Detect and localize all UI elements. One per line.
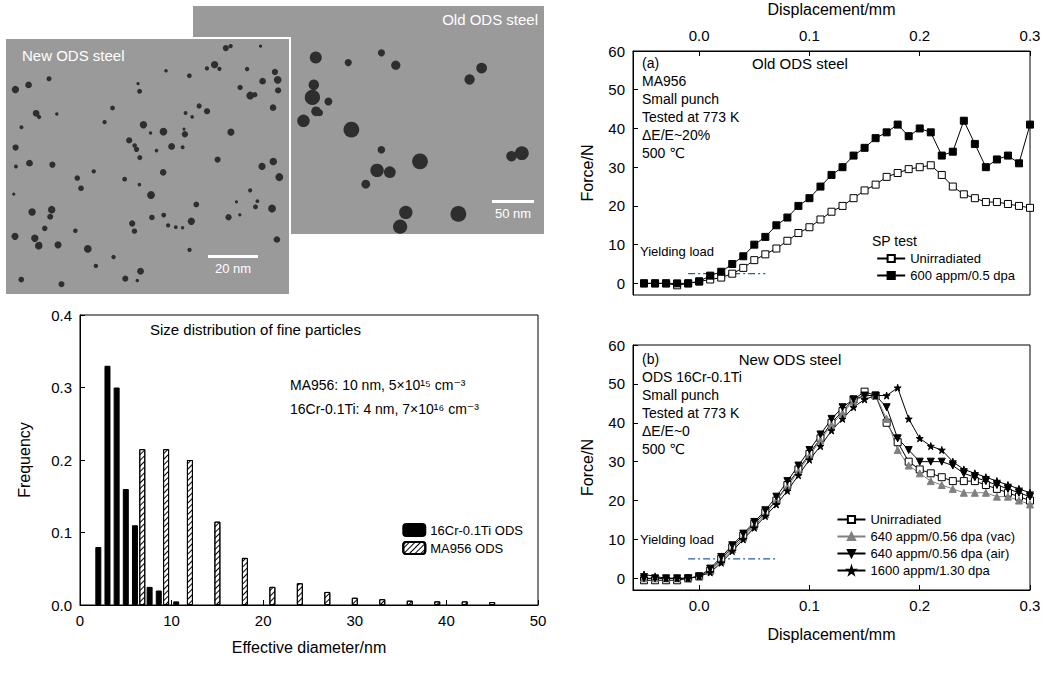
svg-text:Unirradiated: Unirradiated [870,512,941,527]
svg-text:0.4: 0.4 [51,307,72,324]
svg-text:0.2: 0.2 [909,597,930,614]
svg-text:ΔE/E~0: ΔE/E~0 [642,423,690,439]
svg-text:0.3: 0.3 [51,379,72,396]
svg-text:Tested at 773 K: Tested at 773 K [642,109,740,125]
svg-text:Effective diameter/nm: Effective diameter/nm [232,639,386,656]
svg-text:Old ODS steel: Old ODS steel [752,55,848,72]
svg-text:Tested at 773 K: Tested at 773 K [642,405,740,421]
svg-text:Frequency: Frequency [16,422,33,498]
svg-text:0.0: 0.0 [689,27,710,44]
svg-text:500 ℃: 500 ℃ [642,145,685,161]
svg-text:0.0: 0.0 [689,597,710,614]
svg-text:SP test: SP test [872,233,917,249]
svg-text:Yielding load: Yielding load [640,244,714,259]
svg-text:20 nm: 20 nm [215,261,251,276]
svg-text:500 ℃: 500 ℃ [642,441,685,457]
svg-text:MA956: 10 nm, 5×10¹⁵ cm⁻³: MA956: 10 nm, 5×10¹⁵ cm⁻³ [290,377,466,393]
svg-text:Yielding load: Yielding load [640,532,714,547]
svg-text:MA956: MA956 [642,73,687,89]
svg-text:40: 40 [608,414,625,431]
svg-text:50 nm: 50 nm [495,206,531,221]
svg-text:Force/N: Force/N [579,145,596,202]
svg-text:New ODS steel: New ODS steel [739,351,842,368]
svg-text:ODS 16Cr-0.1Ti: ODS 16Cr-0.1Ti [642,369,742,385]
svg-text:0.3: 0.3 [1020,27,1041,44]
svg-text:20: 20 [608,492,625,509]
svg-text:Small punch: Small punch [642,387,719,403]
svg-text:0.1: 0.1 [799,27,820,44]
svg-text:(b): (b) [642,351,659,367]
svg-text:(a): (a) [642,55,659,71]
svg-text:0.2: 0.2 [51,452,72,469]
svg-text:1600 appm/1.30 dpa: 1600 appm/1.30 dpa [870,563,990,578]
svg-text:640 appm/0.56 dpa (air): 640 appm/0.56 dpa (air) [870,546,1009,561]
svg-text:Size distribution of fine part: Size distribution of fine particles [150,321,361,338]
svg-text:10: 10 [608,531,625,548]
svg-text:10: 10 [163,612,180,629]
svg-text:30: 30 [608,159,625,176]
svg-text:0.1: 0.1 [51,524,72,541]
svg-text:Displacement/mm: Displacement/mm [767,1,895,18]
svg-text:600 appm/0.5 dpa: 600 appm/0.5 dpa [910,268,1016,283]
svg-text:New ODS steel: New ODS steel [22,47,125,64]
svg-text:50: 50 [530,612,547,629]
svg-text:60: 60 [608,337,625,354]
svg-text:Force/N: Force/N [579,439,596,496]
svg-text:20: 20 [608,197,625,214]
svg-text:40: 40 [438,612,455,629]
svg-text:640 appm/0.56 dpa (vac): 640 appm/0.56 dpa (vac) [870,529,1015,544]
svg-text:0: 0 [617,275,625,292]
svg-text:Unirradiated: Unirradiated [910,251,981,266]
svg-text:20: 20 [255,612,272,629]
svg-text:0: 0 [76,612,84,629]
svg-text:Small punch: Small punch [642,91,719,107]
svg-text:40: 40 [608,120,625,137]
svg-text:30: 30 [608,453,625,470]
svg-text:16Cr-0.1Ti: 4 nm, 7×10¹⁶ cm⁻³: 16Cr-0.1Ti: 4 nm, 7×10¹⁶ cm⁻³ [290,401,479,417]
svg-text:50: 50 [608,375,625,392]
svg-text:60: 60 [608,43,625,60]
svg-text:30: 30 [346,612,363,629]
svg-text:ΔE/E~20%: ΔE/E~20% [642,127,710,143]
svg-text:50: 50 [608,81,625,98]
svg-text:Displacement/mm: Displacement/mm [767,626,895,643]
svg-text:0.1: 0.1 [799,597,820,614]
svg-text:0.2: 0.2 [909,27,930,44]
svg-text:MA956 ODS: MA956 ODS [430,541,503,556]
svg-text:10: 10 [608,236,625,253]
svg-text:Old ODS steel: Old ODS steel [442,11,538,28]
svg-text:0.0: 0.0 [51,597,72,614]
svg-text:16Cr-0.1Ti ODS: 16Cr-0.1Ti ODS [430,523,523,538]
svg-text:0.3: 0.3 [1020,597,1041,614]
svg-text:0: 0 [617,570,625,587]
